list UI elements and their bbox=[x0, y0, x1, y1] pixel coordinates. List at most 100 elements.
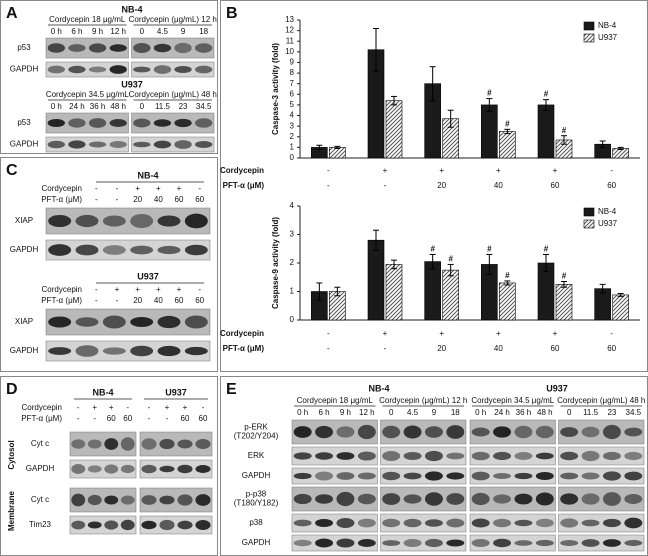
blot-band bbox=[48, 214, 72, 228]
group-label: Cordycepin 34.5 μg/mL bbox=[471, 396, 554, 405]
blot-band bbox=[446, 425, 465, 439]
bar bbox=[424, 261, 441, 321]
row-label: Cyt c bbox=[31, 495, 49, 504]
row-label: p-ERK bbox=[244, 423, 268, 432]
condition-value: - bbox=[95, 195, 98, 204]
blot-band bbox=[133, 141, 151, 148]
blot-band bbox=[560, 493, 579, 505]
y-tick-label: 4 bbox=[290, 201, 295, 210]
error-bar bbox=[334, 145, 341, 149]
blot-band bbox=[87, 465, 102, 473]
blot-band bbox=[47, 118, 65, 128]
blot-band bbox=[177, 464, 193, 474]
x-row-value: - bbox=[327, 344, 330, 353]
lane-label: 12 h bbox=[110, 27, 126, 36]
error-bar bbox=[447, 263, 454, 277]
panel-letter: B bbox=[226, 5, 238, 22]
lane-label: 0 h bbox=[297, 408, 308, 417]
blot-band bbox=[159, 438, 175, 450]
blot-background bbox=[45, 61, 129, 78]
panel-letter: E bbox=[226, 381, 237, 398]
blot-band bbox=[535, 471, 554, 481]
blot-band bbox=[109, 44, 127, 52]
blot-band bbox=[471, 518, 490, 528]
row-label: GAPDH bbox=[242, 471, 271, 480]
blot-band bbox=[87, 494, 102, 506]
error-bar bbox=[316, 144, 323, 151]
y-tick-label: 1 bbox=[290, 287, 295, 296]
blot-band bbox=[581, 450, 600, 462]
x-row-value: + bbox=[496, 329, 501, 338]
row-label: ERK bbox=[248, 451, 265, 460]
blot-band bbox=[195, 494, 211, 506]
blot-band bbox=[195, 43, 213, 53]
x-row-value: + bbox=[496, 166, 501, 175]
x-row-value: 60 bbox=[551, 181, 560, 190]
blot-band bbox=[104, 520, 119, 530]
condition-value: + bbox=[109, 403, 114, 412]
blot-band bbox=[293, 426, 312, 438]
x-row-value: 40 bbox=[494, 181, 503, 190]
blot-background bbox=[558, 513, 645, 533]
blot-band bbox=[471, 492, 490, 506]
y-axis-title: Caspase-3 activity (fold) bbox=[271, 43, 280, 135]
blot-band bbox=[315, 425, 334, 439]
blot-band bbox=[109, 65, 127, 74]
condition-value: 40 bbox=[154, 296, 163, 305]
blot-band bbox=[315, 519, 334, 527]
condition-value: - bbox=[77, 403, 80, 412]
blot-band bbox=[602, 471, 621, 481]
condition-value: + bbox=[165, 403, 170, 412]
lane-label: 4.5 bbox=[407, 408, 419, 417]
cell-label: U937 bbox=[165, 387, 187, 397]
blot-band bbox=[47, 65, 65, 74]
significance-mark: # bbox=[487, 89, 492, 98]
blot-band bbox=[141, 438, 157, 450]
blot-band bbox=[130, 245, 154, 255]
blot-band bbox=[424, 519, 443, 527]
blot-band bbox=[130, 317, 154, 327]
row-label: (T202/Y204) bbox=[234, 432, 279, 441]
lane-label: 18 bbox=[199, 27, 208, 36]
blot-band bbox=[120, 519, 135, 531]
blot-band bbox=[157, 215, 181, 227]
condition-value: 60 bbox=[107, 414, 116, 423]
blot-background bbox=[131, 61, 215, 78]
blot-band bbox=[602, 451, 621, 461]
x-row-value: - bbox=[327, 166, 330, 175]
blot-background bbox=[469, 446, 556, 466]
error-bar bbox=[447, 109, 454, 128]
lane-label: 9 bbox=[181, 27, 186, 36]
y-tick-label: 10 bbox=[285, 47, 294, 56]
blot-band bbox=[71, 493, 86, 507]
blot-band bbox=[403, 452, 422, 460]
blot-band bbox=[471, 451, 490, 461]
blot-band bbox=[104, 438, 119, 450]
blot-band bbox=[357, 539, 376, 547]
blot-band bbox=[535, 452, 554, 460]
blot-band bbox=[336, 452, 355, 460]
cell-label: U937 bbox=[137, 271, 159, 281]
y-tick-label: 8 bbox=[290, 68, 295, 77]
significance-mark: # bbox=[562, 272, 567, 281]
blot-band bbox=[357, 518, 376, 528]
lane-label: 36 h bbox=[90, 102, 106, 111]
x-row-value: 20 bbox=[437, 181, 446, 190]
blot-background bbox=[131, 136, 215, 153]
row-label: GAPDH bbox=[10, 65, 39, 74]
blot-band bbox=[159, 519, 175, 531]
bar bbox=[499, 131, 516, 159]
blot-band bbox=[71, 464, 86, 474]
y-tick-label: 0 bbox=[290, 153, 295, 162]
blot-band bbox=[336, 491, 355, 507]
y-tick-label: 3 bbox=[290, 230, 295, 239]
condition-value: + bbox=[177, 184, 182, 193]
cell-label: NB-4 bbox=[121, 4, 142, 14]
error-bar bbox=[486, 98, 493, 112]
blot-band bbox=[47, 43, 65, 53]
lane-label: 0 bbox=[567, 408, 572, 417]
condition-value: - bbox=[148, 403, 151, 412]
x-row-label: PFT-α (μM) bbox=[223, 344, 265, 353]
blot-band bbox=[141, 495, 157, 505]
cell-label: NB-4 bbox=[368, 383, 389, 393]
